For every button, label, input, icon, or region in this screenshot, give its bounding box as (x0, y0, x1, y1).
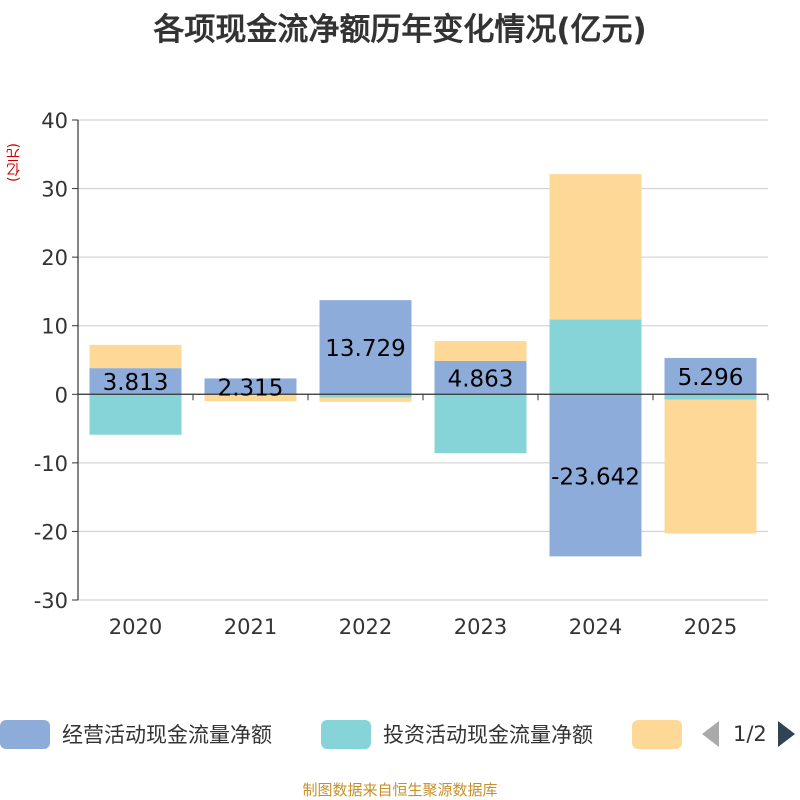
x-tick-label-2024: 2024 (569, 615, 622, 639)
x-tick-label-2020: 2020 (109, 615, 162, 639)
bar-2020-series-0 (89, 368, 182, 395)
legend-swatch-investing (321, 719, 371, 749)
x-tick-label-2023: 2023 (454, 615, 507, 639)
legend-item-financing[interactable] (632, 716, 694, 752)
legend-swatch-financing (632, 719, 682, 749)
data-label-2023: 4.863 (448, 367, 514, 393)
y-tick-label: 10 (41, 315, 68, 339)
bar-2025-series-0 (664, 357, 757, 395)
bar-2022-series-2 (319, 397, 412, 402)
bar-2025-series-1 (664, 394, 757, 400)
bar-2020-series-1 (89, 394, 182, 435)
y-tick-label: 30 (41, 178, 68, 202)
bar-2024-series-2 (549, 174, 642, 320)
legend-label-operating: 经营活动现金流量净额 (62, 723, 272, 747)
data-label-2021: 2.315 (218, 375, 284, 401)
y-tick-label: 0 (55, 383, 68, 407)
triangle-right-icon[interactable] (777, 721, 795, 747)
bar-2023-series-2 (434, 341, 527, 361)
x-tick-label-2025: 2025 (684, 615, 737, 639)
bar-2022-series-1 (319, 394, 412, 398)
bar-2024-series-1 (549, 319, 642, 395)
y-tick-label: 20 (41, 246, 68, 270)
bar-2023-series-0 (434, 360, 527, 395)
chart-title: 各项现金流净额历年变化情况(亿元) (153, 12, 647, 48)
triangle-left-icon[interactable] (702, 721, 719, 747)
data-label-2025: 5.296 (678, 365, 744, 391)
bar-2020-series-2 (89, 344, 182, 369)
cash-flow-chart: -30 -20 -10 0 10 20 30 40 2020 3.813 2021 2.315 2022… (34, 109, 769, 639)
y-tick-label: 40 (41, 109, 68, 133)
legend-page-indicator: 1/2 (733, 722, 767, 746)
bar-2023-series-1 (434, 394, 527, 454)
bar-2024-series-0 (549, 394, 642, 557)
data-label-2020: 3.813 (103, 370, 169, 396)
legend-item-investing[interactable]: 投资活动现金流量净额 (321, 716, 593, 752)
y-tick-label: -20 (34, 520, 68, 544)
y-tick-label: -10 (34, 452, 68, 476)
data-label-2024: -23.642 (551, 464, 640, 490)
bar-2025-series-2 (664, 399, 757, 534)
data-label-2022: 13.729 (325, 336, 405, 362)
legend: 经营活动现金流量净额 投资活动现金流量净额 1/2 (0, 716, 800, 756)
legend-label-investing: 投资活动现金流量净额 (383, 723, 593, 747)
legend-item-operating[interactable]: 经营活动现金流量净额 (0, 716, 272, 752)
x-tick-label-2021: 2021 (224, 615, 277, 639)
bar-2021-series-2 (204, 394, 297, 402)
legend-pager: 1/2 (702, 716, 795, 752)
legend-swatch-operating (0, 719, 50, 749)
data-source-note: 制图数据来自恒生聚源数据库 (302, 781, 498, 799)
bar-2022-series-0 (319, 300, 412, 395)
y-tick-label: -30 (34, 589, 68, 613)
x-tick-label-2022: 2022 (339, 615, 392, 639)
bar-2021-series-0 (204, 378, 297, 395)
